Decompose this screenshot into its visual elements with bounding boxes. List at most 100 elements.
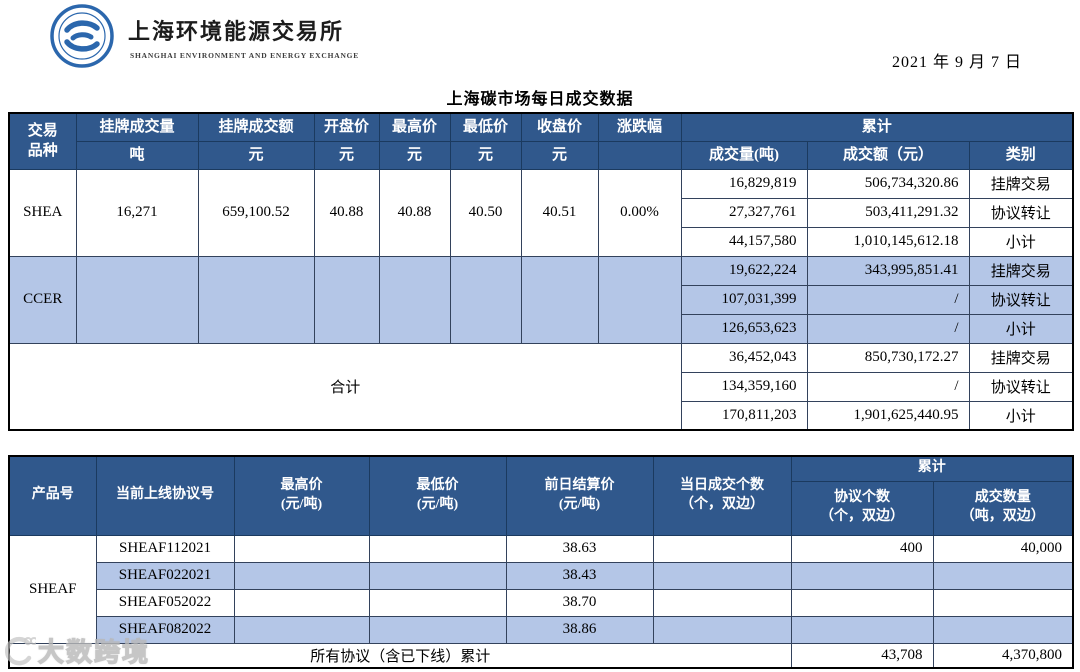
header-cum-volume: 成交量(吨) xyxy=(680,140,808,170)
cum-amount-cell: 1,010,145,612.18 xyxy=(806,226,970,257)
cum-amount-cell: 1,901,625,440.95 xyxy=(806,400,970,431)
forward-row: SHEAF022021 38.43 xyxy=(9,561,1074,590)
spot-header-row-2: 吨 元 元 元 元 元 成交量(吨) 成交额（元） 类别 xyxy=(9,140,1074,170)
cum-volume-cell: 16,829,819 xyxy=(680,168,808,199)
low-cell xyxy=(449,255,522,344)
category-cell: 挂牌交易 xyxy=(968,342,1074,373)
org-name-block: 上海环境能源交易所 SHANGHAI ENVIRONMENT AND ENERG… xyxy=(128,14,359,60)
cum-volume-cell: 4,370,800 xyxy=(932,642,1074,669)
listed-amount-cell xyxy=(197,255,315,344)
close-cell: 40.51 xyxy=(520,168,599,257)
spot-market-table: 交易 品种 挂牌成交量 挂牌成交额 开盘价 最高价 最低价 收盘价 涨跌幅 累计… xyxy=(8,112,1075,431)
settle-cell: 38.63 xyxy=(505,534,654,563)
cum-count-cell xyxy=(790,615,934,644)
forward-row: SHEAF052022 38.70 xyxy=(9,588,1074,617)
shea-row-2: 27,327,761 503,411,291.32 协议转让 xyxy=(9,197,1074,228)
header-cum-amount: 成交额（元） xyxy=(806,140,970,170)
protocol-cell: SHEAF022021 xyxy=(95,561,235,590)
cum-volume-cell: 36,452,043 xyxy=(680,342,808,373)
forward-footer-row: 所有协议（含已下线）累计 43,708 4,370,800 xyxy=(8,642,1074,669)
header-high: 最高价 (元/吨) xyxy=(233,455,370,536)
cum-volume-cell: 27,327,761 xyxy=(680,197,808,228)
low-cell xyxy=(368,588,507,617)
forward-header-row-1: 产品号 当前上线协议号 最高价 (元/吨) 最低价 (元/吨) 前日结算价 (元… xyxy=(8,455,1074,536)
cum-volume-cell: 134,359,160 xyxy=(680,371,808,402)
cum-volume-cell: 19,622,224 xyxy=(680,255,808,286)
daily-count-cell xyxy=(652,615,792,644)
listed-amount-cell: 659,100.52 xyxy=(197,168,315,257)
settle-cell: 38.43 xyxy=(505,561,654,590)
header-low: 最低价 (元/吨) xyxy=(368,455,507,536)
cum-amount-cell: 503,411,291.32 xyxy=(806,197,970,228)
category-cell: 协议转让 xyxy=(968,284,1074,315)
product-cell: SHEAF xyxy=(8,534,97,644)
high-cell xyxy=(233,615,370,644)
header-low-unit: 元 xyxy=(449,140,522,170)
header-cumulative: 累计 xyxy=(790,455,1074,482)
cum-volume-cell: 40,000 xyxy=(932,534,1074,563)
header-listed-amount: 挂牌成交额 xyxy=(197,112,315,142)
low-cell xyxy=(368,534,507,563)
category-cell: 小计 xyxy=(968,313,1074,344)
cum-volume-cell: 44,157,580 xyxy=(680,226,808,257)
listed-volume-cell xyxy=(75,255,199,344)
low-cell xyxy=(368,561,507,590)
low-cell xyxy=(368,615,507,644)
header-open: 开盘价 xyxy=(313,112,380,142)
header-daily-count: 当日成交个数 （个，双边） xyxy=(652,455,792,536)
org-name-en: SHANGHAI ENVIRONMENT AND ENERGY EXCHANGE xyxy=(130,51,360,60)
cum-volume-cell: 107,031,399 xyxy=(680,284,808,315)
open-cell: 40.88 xyxy=(313,168,380,257)
ccer-row-3: 126,653,623 / 小计 xyxy=(9,313,1074,344)
header-protocol: 当前上线协议号 xyxy=(95,455,235,536)
org-name-cn: 上海环境能源交易所 xyxy=(128,19,345,44)
change-cell xyxy=(597,255,682,344)
header-category: 类别 xyxy=(968,140,1074,170)
high-cell xyxy=(378,255,451,344)
daily-count-cell xyxy=(652,534,792,563)
daily-count-cell xyxy=(652,561,792,590)
variety-cell: SHEA xyxy=(8,168,77,257)
header-high: 最高价 xyxy=(378,112,451,142)
category-cell: 协议转让 xyxy=(968,371,1074,402)
cum-volume-cell: 126,653,623 xyxy=(680,313,808,344)
shea-row-3: 44,157,580 1,010,145,612.18 小计 xyxy=(9,226,1074,257)
category-cell: 挂牌交易 xyxy=(968,255,1074,286)
daily-count-cell xyxy=(652,588,792,617)
forward-row: SHEAF082022 38.86 xyxy=(9,615,1074,644)
close-cell xyxy=(520,255,599,344)
change-cell: 0.00% xyxy=(597,168,682,257)
cum-amount-cell: / xyxy=(806,313,970,344)
header-variety: 交易 品种 xyxy=(8,112,77,170)
total-label-cell: 合计 xyxy=(8,342,682,431)
header-close: 收盘价 xyxy=(520,112,599,142)
cum-amount-cell: 506,734,320.86 xyxy=(806,168,970,199)
header-change: 涨跌幅 xyxy=(597,112,682,142)
protocol-cell: SHEAF112021 xyxy=(95,534,235,563)
ccer-row-1: CCER 19,622,224 343,995,851.41 挂牌交易 xyxy=(8,255,1074,344)
high-cell xyxy=(233,534,370,563)
open-cell xyxy=(313,255,380,344)
cum-count-cell: 400 xyxy=(790,534,934,563)
settle-cell: 38.70 xyxy=(505,588,654,617)
cum-count-cell: 43,708 xyxy=(790,642,934,669)
exchange-logo-icon xyxy=(50,4,114,68)
cum-amount-cell: / xyxy=(806,371,970,402)
header-high-unit: 元 xyxy=(378,140,451,170)
header-cum-volume: 成交数量 （吨，双边） xyxy=(932,480,1074,536)
header-cumulative: 累计 xyxy=(680,112,1074,142)
header-product: 产品号 xyxy=(8,455,97,536)
listed-volume-cell: 16,271 xyxy=(75,168,199,257)
settle-cell: 38.86 xyxy=(505,615,654,644)
header-listed-volume-unit: 吨 xyxy=(75,140,199,170)
category-cell: 小计 xyxy=(968,400,1074,431)
header-settle: 前日结算价 (元/吨) xyxy=(505,455,654,536)
category-cell: 挂牌交易 xyxy=(968,168,1074,199)
total-row-2: 134,359,160 / 协议转让 xyxy=(9,371,1074,402)
header-cum-count: 协议个数 （个，双边） xyxy=(790,480,934,536)
variety-cell: CCER xyxy=(8,255,77,344)
high-cell: 40.88 xyxy=(378,168,451,257)
category-cell: 小计 xyxy=(968,226,1074,257)
report-date: 2021 年 9 月 7 日 xyxy=(891,54,1022,71)
